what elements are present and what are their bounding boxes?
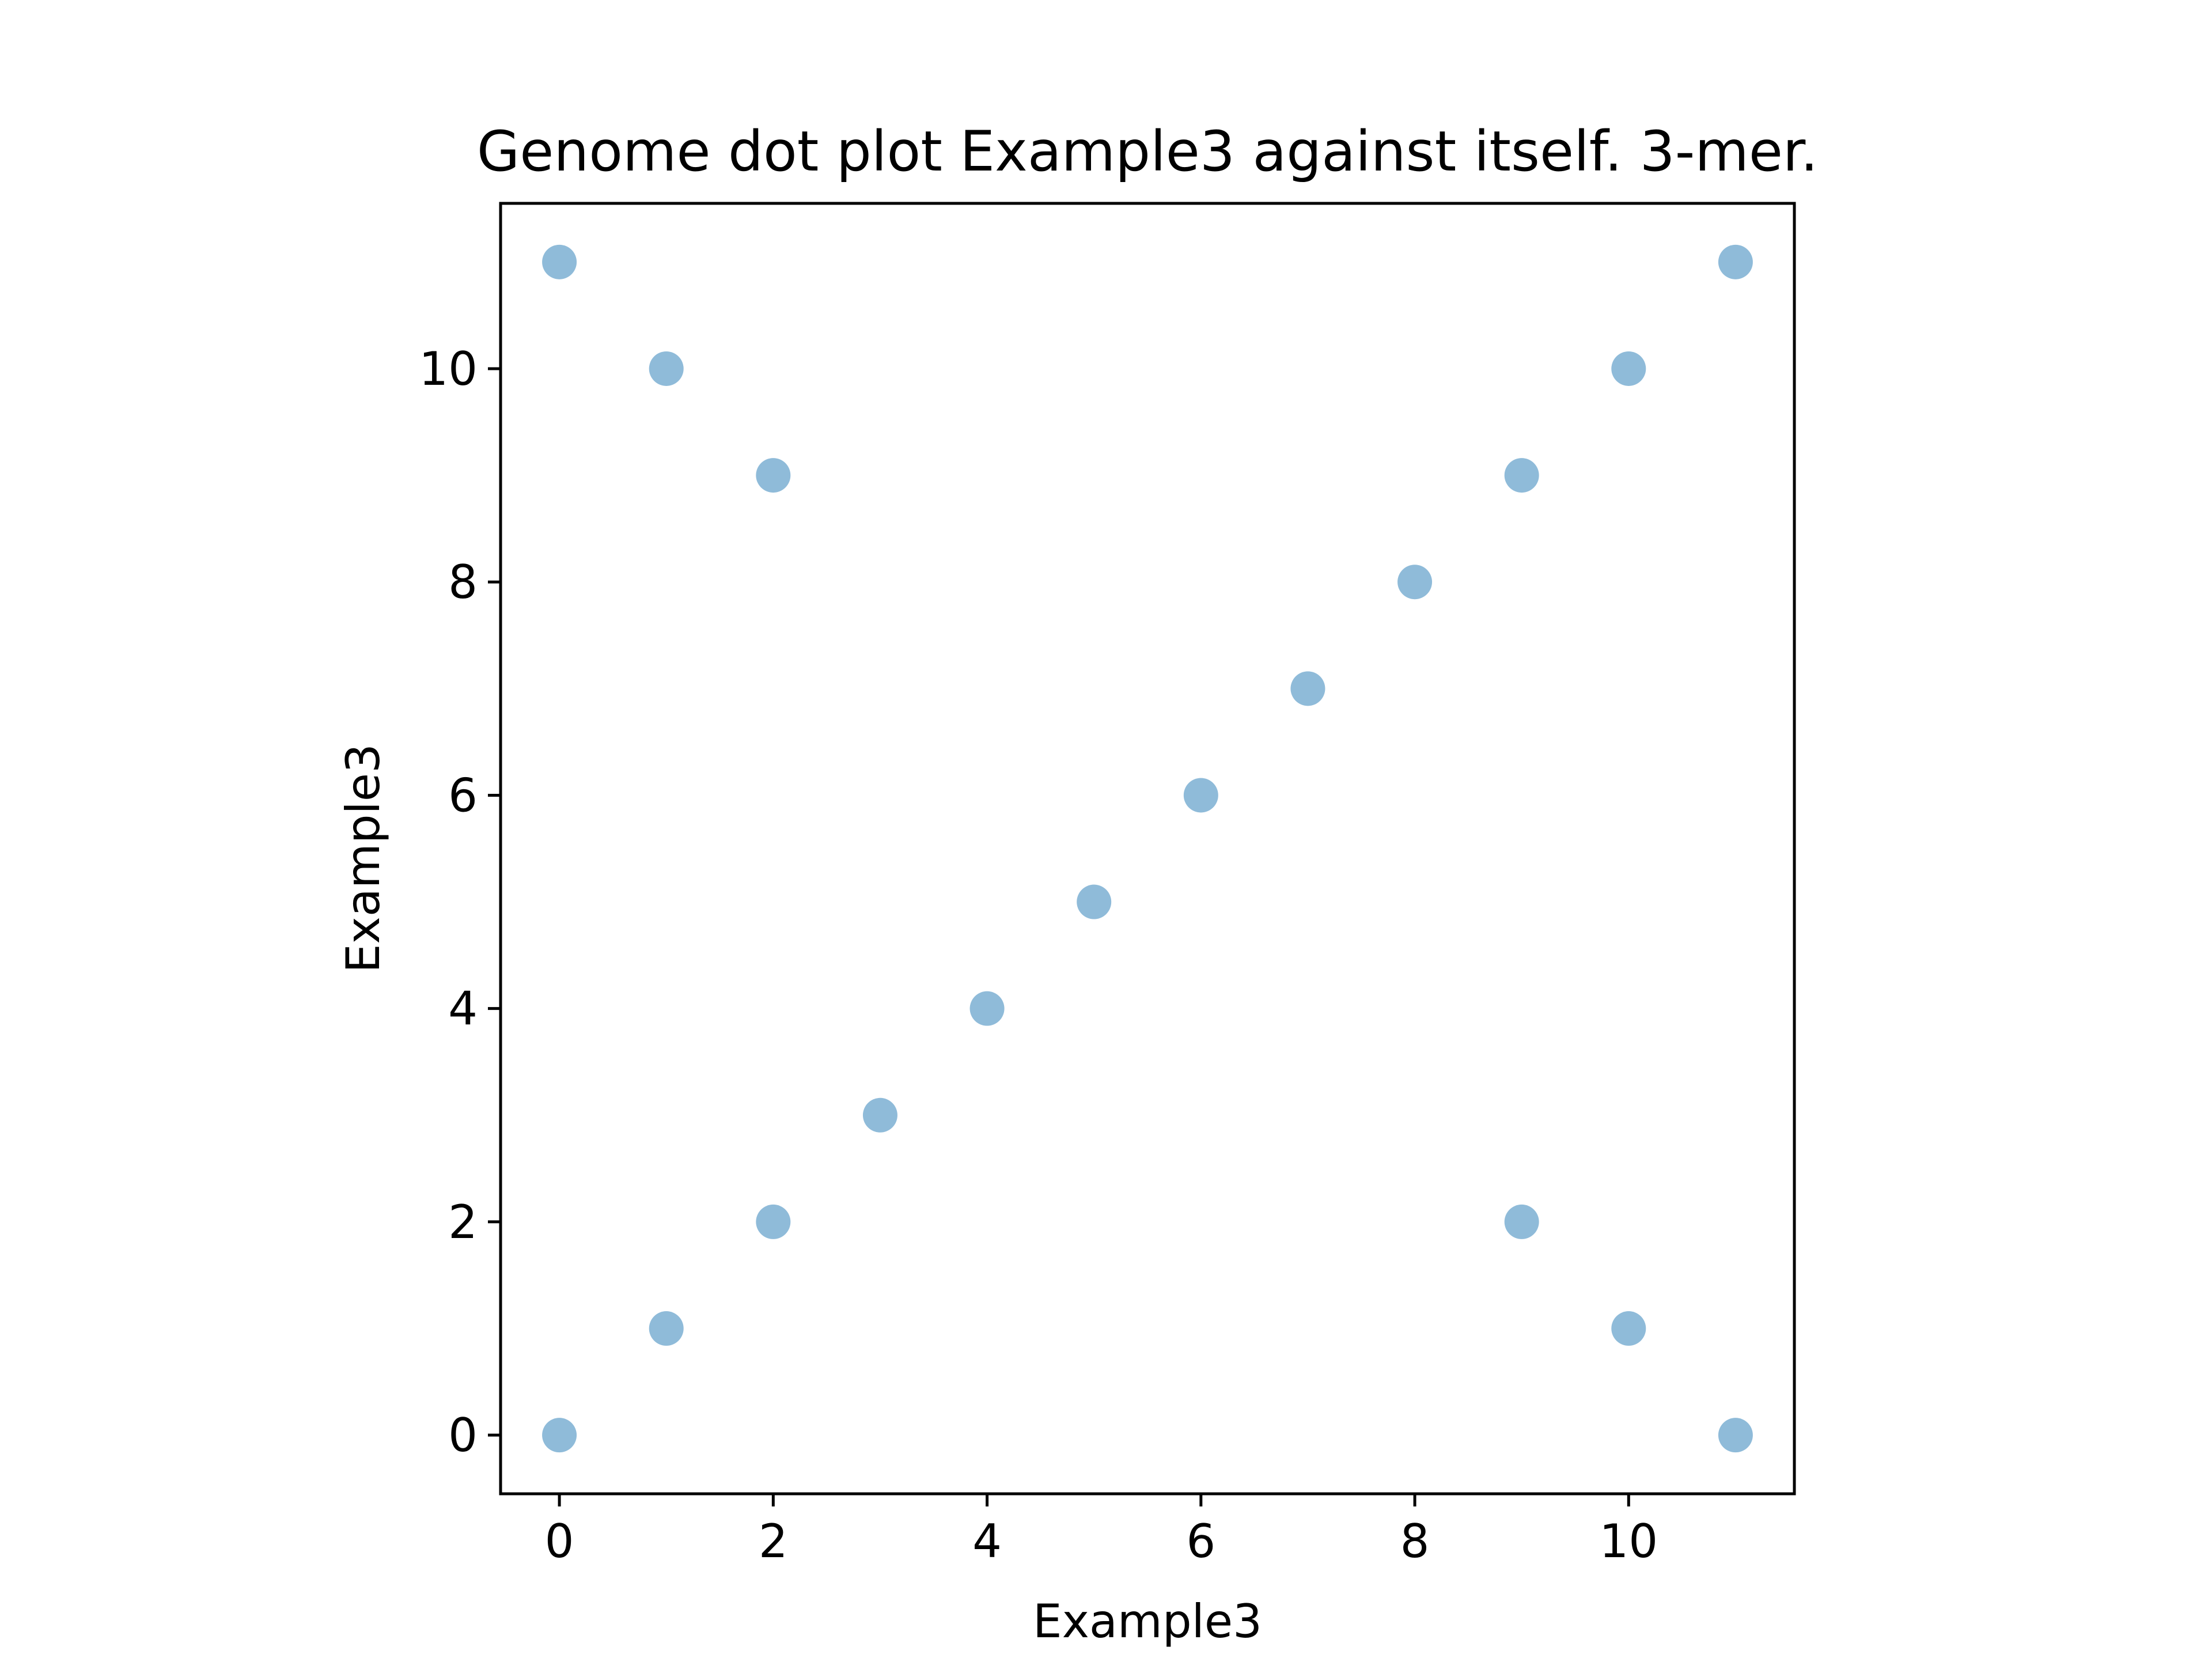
data-point xyxy=(756,1204,791,1239)
data-point xyxy=(969,991,1005,1026)
y-tick-label: 8 xyxy=(448,555,478,609)
x-tick-label: 4 xyxy=(972,1515,1002,1568)
y-tick-label: 0 xyxy=(448,1409,478,1462)
data-point xyxy=(1611,1311,1646,1346)
x-axis: 0 2 4 6 8 10 xyxy=(545,1494,1658,1568)
x-tick-label: 8 xyxy=(1400,1515,1430,1568)
x-tick-label: 6 xyxy=(1186,1515,1215,1568)
x-axis-label: Example3 xyxy=(1033,1595,1262,1648)
data-point xyxy=(862,1097,897,1133)
y-tick-label: 2 xyxy=(448,1195,478,1249)
data-point xyxy=(1504,1204,1539,1239)
data-point xyxy=(649,351,684,386)
y-tick-label: 6 xyxy=(448,768,478,822)
data-point xyxy=(542,1418,577,1453)
y-tick-label: 10 xyxy=(419,342,478,396)
data-point xyxy=(756,458,791,493)
data-point xyxy=(1290,671,1325,706)
data-point xyxy=(1718,1418,1753,1453)
y-tick-label: 4 xyxy=(448,982,478,1036)
data-point xyxy=(1504,458,1539,493)
x-tick-label: 0 xyxy=(545,1515,574,1568)
data-point xyxy=(1077,884,1112,919)
x-tick-label: 10 xyxy=(1599,1515,1658,1568)
data-points xyxy=(542,244,1753,1453)
data-point xyxy=(1183,778,1218,813)
data-point xyxy=(1611,351,1646,386)
x-tick-label: 2 xyxy=(759,1515,788,1568)
data-point xyxy=(649,1311,684,1346)
y-axis: 0 2 4 6 8 10 xyxy=(419,342,501,1462)
chart-title: Genome dot plot Example3 against itself.… xyxy=(477,119,1818,184)
plot-area xyxy=(499,202,1796,1496)
data-point xyxy=(1397,565,1433,600)
data-point xyxy=(1718,244,1753,279)
data-point xyxy=(542,244,577,279)
y-axis-label: Example3 xyxy=(336,744,390,973)
